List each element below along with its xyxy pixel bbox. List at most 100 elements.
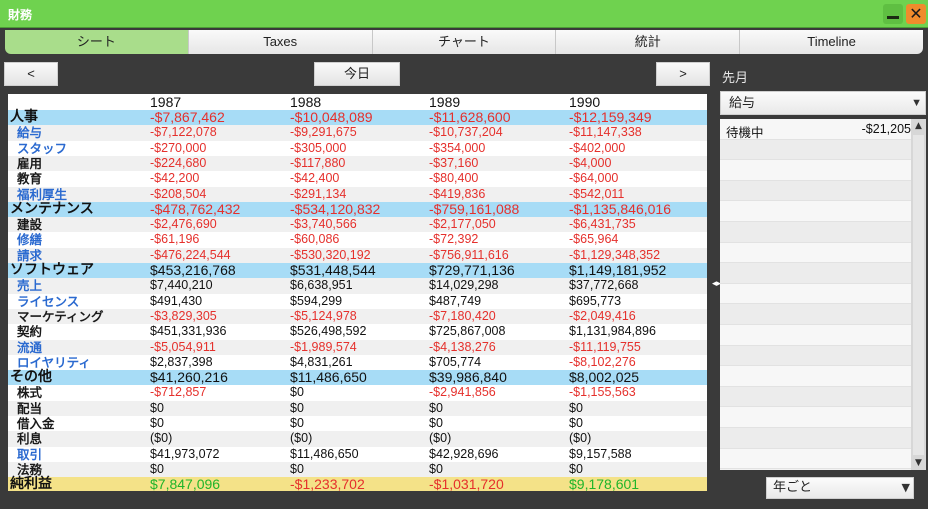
cell-value: $705,774 [429,354,482,369]
cell-value: -$10,737,204 [429,125,503,140]
row-label[interactable]: 給与 [17,125,43,141]
empty-list-row [720,427,913,449]
scrollbar[interactable]: ▲ ▼ [911,119,926,470]
cell-value: $526,498,592 [290,324,367,339]
category-row: 人事 -$7,867,462 -$10,048,089 -$11,628,600 -$1… [8,109,707,126]
tab-sheet[interactable]: シート [5,30,189,54]
scrollbar-thumb[interactable] [913,135,924,455]
line-item-row[interactable]: ライセンス $491,430 $594,299 $487,749 $695,773 [8,294,707,309]
cell-value: -$1,989,574 [290,339,357,354]
row-label[interactable]: 流通 [17,339,43,355]
title-bar[interactable]: 財務 ✕ [0,0,928,28]
category-filter-dropdown[interactable]: 給与 ▼ [720,91,926,115]
row-label: 契約 [17,324,43,340]
previous-period-button[interactable]: < [4,62,58,86]
line-item-row[interactable]: 請求 -$476,224,544 -$530,320,192 -$756,911,61… [8,247,707,263]
row-label[interactable]: 請求 [17,247,43,263]
empty-list-row [720,139,913,161]
cell-value: $39,986,840 [429,369,507,386]
cell-value: -$7,180,420 [429,308,496,323]
line-item-row[interactable]: 福利厚生 -$208,504 -$291,134 -$419,836 -$542,011 [8,186,707,202]
close-button[interactable]: ✕ [906,4,926,24]
period-dropdown[interactable]: 年ごと ▼ [766,477,914,499]
cell-value: $8,002,025 [569,369,640,386]
cell-value: -$1,129,348,352 [569,247,661,262]
line-item-row[interactable]: 売上 $7,440,210 $6,638,951 $14,029,298 $37,772… [8,278,707,294]
cell-value: -$6,431,735 [569,217,636,232]
line-item-row[interactable]: ロイヤリティ $2,837,398 $4,831,261 $705,774 -$8,10… [8,355,707,370]
line-item-row[interactable]: スタッフ -$270,000 -$305,000 -$354,000 -$402,000 [8,141,707,156]
cell-value: $0 [290,416,304,430]
resize-handle-icon[interactable]: ◂▸ [712,279,722,289]
line-item-row[interactable]: 給与 -$7,122,078 -$9,291,675 -$10,737,204 -$11… [8,125,707,141]
cell-value: -$419,836 [429,186,486,201]
cell-value: $725,867,008 [429,324,506,339]
cell-value: -$12,159,349 [569,109,652,125]
cell-value: -$42,400 [290,171,340,186]
tab-statistics[interactable]: 統計 [556,30,741,54]
empty-list-row [720,201,913,222]
line-item-row[interactable]: 流通 -$5,054,911 -$1,989,574 -$4,138,276 -$11,… [8,339,707,355]
minimize-button[interactable] [883,4,903,24]
chevron-down-icon: ▼ [901,481,910,494]
empty-list-row [720,366,913,387]
net-income-row: 純利益 $7,847,096 -$1,233,702 -$1,031,720 $9,17… [8,477,707,491]
cell-value: $0 [569,416,583,430]
row-label: マーケティング [17,308,104,324]
empty-list-row [720,386,913,408]
row-label[interactable]: スタッフ [17,140,68,156]
row-label[interactable]: 取引 [17,446,43,462]
list-item[interactable]: 待機中 -$21,205 [720,119,913,140]
cell-value: -$402,000 [569,140,626,155]
line-item-row: マーケティング -$3,829,305 -$5,124,978 -$7,180,420… [8,308,707,325]
cell-value: $0 [290,400,304,415]
year-column-header: 1988 [290,94,322,110]
next-period-button[interactable]: > [656,62,710,86]
empty-list-row [720,448,913,470]
list-item-name: 待機中 [726,125,764,140]
category-row: ソフトウェア $453,216,768 $531,448,544 $729,771,1… [8,262,707,279]
row-label: 教育 [17,171,43,187]
row-label: 法務 [17,461,43,477]
cell-value: $41,260,216 [150,369,228,386]
sidebar-heading: 先月 [722,70,749,85]
line-item-row: 雇用 -$224,680 -$117,880 -$37,160 -$4,000 [8,155,707,172]
today-button[interactable]: 今日 [314,62,400,86]
cell-value: $594,299 [290,293,343,308]
row-label[interactable]: ライセンス [17,293,80,309]
cell-value: -$4,000 [569,155,612,170]
finance-sheet: 1987 1988 1989 1990 人事 -$7,867,462 -$10,04… [8,94,707,491]
cell-value: $37,772,668 [569,278,639,293]
cell-value: $0 [429,416,443,430]
tab-chart[interactable]: チャート [372,30,557,54]
cell-value: -$291,134 [290,186,347,201]
row-label[interactable]: 福利厚生 [17,186,68,202]
row-label[interactable]: 売上 [17,278,43,294]
cell-value: $729,771,136 [429,262,515,278]
cell-value: -$270,000 [150,140,207,155]
cell-value: $0 [290,461,304,476]
cell-value: -$8,102,276 [569,354,636,369]
line-item-row[interactable]: 取引 $41,973,072 $11,486,650 $42,928,696 $9,15… [8,447,707,462]
cell-value: $453,216,768 [150,262,236,278]
line-item-row: 建設 -$2,476,690 -$3,740,566 -$2,177,050 -$6,4… [8,217,707,233]
row-label[interactable]: 修繕 [17,232,43,248]
line-item-row: 利息 ($0) ($0) ($0) ($0) [8,431,707,447]
cell-value: $9,157,588 [569,446,632,461]
cell-value: -$208,504 [150,186,207,201]
cell-value: -$1,233,702 [290,476,365,491]
line-item-row[interactable]: 修繕 -$61,196 -$60,086 -$72,392 -$65,964 [8,232,707,247]
tab-taxes[interactable]: Taxes [188,30,373,54]
cell-value: -$542,011 [569,186,625,201]
cell-value: $9,178,601 [569,476,640,491]
scroll-down-icon[interactable]: ▼ [915,458,922,468]
row-label[interactable]: ロイヤリティ [17,354,91,370]
cell-value: $0 [150,416,164,430]
tab-timeline[interactable]: Timeline [740,30,923,54]
row-label: 雇用 [17,155,43,171]
line-item-row: 契約 $451,331,936 $526,498,592 $725,867,008 $1… [8,324,707,339]
row-label: 純利益 [10,476,52,491]
scroll-up-icon[interactable]: ▲ [915,121,922,131]
cell-value: -$759,161,088 [429,200,520,217]
line-item-row: 教育 -$42,200 -$42,400 -$80,400 -$64,000 [8,171,707,186]
